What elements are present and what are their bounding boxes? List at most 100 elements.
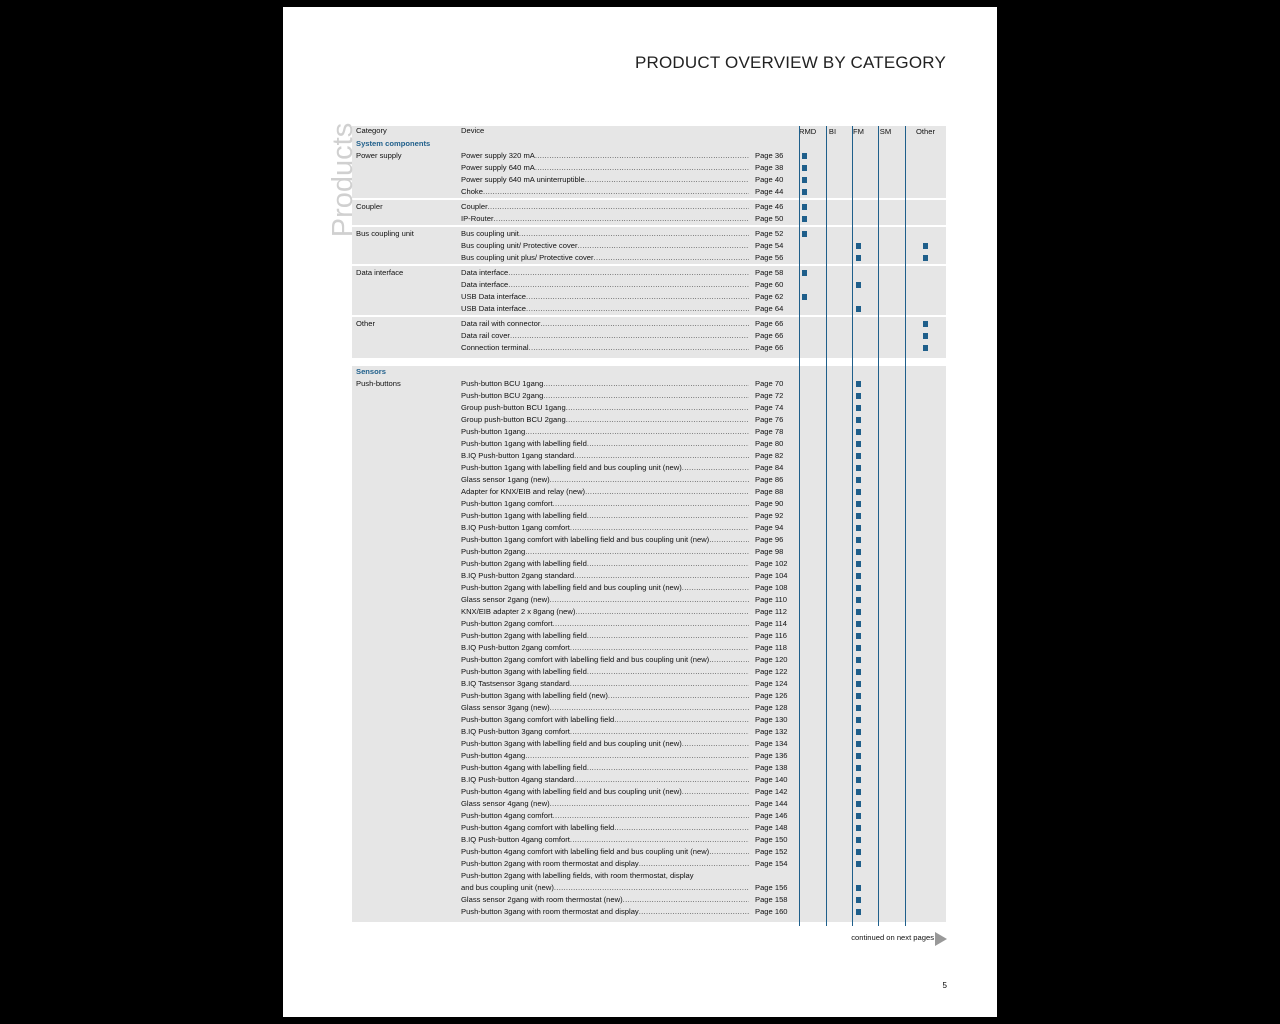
dot-leader: ........................................… <box>493 214 750 223</box>
mark-rmd <box>802 270 807 276</box>
table-row: Push-button 2gang with labelling fields,… <box>352 870 946 882</box>
dot-leader: ........................................… <box>540 319 749 328</box>
dot-leader: ........................................… <box>574 451 749 460</box>
dot-leader: ........................................… <box>552 811 749 820</box>
device-cell: USB Data interface......................… <box>461 303 749 315</box>
category-label: Power supply <box>356 151 402 160</box>
dot-leader: ........................................… <box>569 643 749 652</box>
page-ref: Page 126 <box>755 691 788 700</box>
table-row: Push-button 1gang with labelling field a… <box>352 462 946 474</box>
page-ref: Page 148 <box>755 823 788 832</box>
page-ref: Page 102 <box>755 559 788 568</box>
mark-fm <box>855 897 861 903</box>
page-ref: Page 120 <box>755 655 788 664</box>
device-cell: B.IQ Push-button 2gang comfort..........… <box>461 642 749 654</box>
category-label: Other <box>356 319 375 328</box>
dot-leader: ........................................… <box>508 280 749 289</box>
device-cell: Push-button 4gang.......................… <box>461 750 749 762</box>
mark-fm <box>855 525 861 531</box>
table-row: B.IQ Push-button 2gang comfort..........… <box>352 642 946 654</box>
dot-leader: ........................................… <box>586 559 749 568</box>
page-ref: Page 136 <box>755 751 788 760</box>
table-row: Push-button 4gang comfort with labelling… <box>352 846 946 858</box>
mark-fm <box>855 705 861 711</box>
mark-fm <box>855 657 861 663</box>
mark-fm <box>855 489 861 495</box>
device-name: Push-button 3gang with labelling field <box>461 667 587 676</box>
section-title: Sensors <box>356 367 386 376</box>
table-row: Push-button 3gang with labelling field..… <box>352 666 946 678</box>
device-cell: Glass sensor 4gang (new)................… <box>461 798 749 810</box>
device-name: Glass sensor 2gang with room thermostat … <box>461 895 623 904</box>
section-title-row: System components <box>352 138 946 150</box>
section-title: System components <box>356 139 431 148</box>
dot-leader: ........................................… <box>553 883 749 892</box>
mark-fm <box>855 789 861 795</box>
product-table: Category Device RMD BI FM SM Other System co… <box>352 126 946 926</box>
device-name: Push-button 1gang with labelling field <box>461 439 587 448</box>
page-ref: Page 152 <box>755 847 788 856</box>
table-row: Power supply Power supply 320 mA.........… <box>352 150 946 162</box>
device-cell: Push-button 2gang with room thermostat a… <box>461 858 749 870</box>
device-cell: Data interface..........................… <box>461 267 749 279</box>
dot-leader: ........................................… <box>709 655 749 664</box>
device-name: Push-button BCU 1gang <box>461 379 544 388</box>
table-row: IP-Router...............................… <box>352 213 946 225</box>
device-cell: Push-button 1gang with labelling field a… <box>461 462 749 474</box>
dot-leader: ........................................… <box>518 229 749 238</box>
dot-leader: ........................................… <box>525 427 749 436</box>
page-ref: Page 52 <box>755 229 784 238</box>
mark-fm <box>855 597 861 603</box>
mark-fm <box>855 477 861 483</box>
device-cell: Push-button 2gang with labelling fields,… <box>461 870 749 882</box>
page-ref: Page 94 <box>755 523 784 532</box>
device-name: Push-button 3gang with labelling field a… <box>461 739 682 748</box>
page-ref: Page 46 <box>755 202 784 211</box>
device-cell: B.IQ Push-button 2gang standard.........… <box>461 570 749 582</box>
table-row: Group push-button BCU 1gang.............… <box>352 402 946 414</box>
page-ref: Page 54 <box>755 241 784 250</box>
mark-fm <box>855 243 861 249</box>
page-ref: Page 50 <box>755 214 784 223</box>
table-row: Glass sensor 2gang with room thermostat … <box>352 894 946 906</box>
device-name: USB Data interface <box>461 292 526 301</box>
mark-fm <box>855 741 861 747</box>
mark-fm <box>855 465 861 471</box>
device-name: Push-button 1gang with labelling field <box>461 511 587 520</box>
mark-fm <box>855 777 861 783</box>
column-divider <box>852 126 853 926</box>
table-row: USB Data interface......................… <box>352 291 946 303</box>
device-cell: Push-button 1gang comfort...............… <box>461 498 749 510</box>
page-ref: Page 76 <box>755 415 784 424</box>
mark-fm <box>855 825 861 831</box>
mark-fm <box>855 801 861 807</box>
device-name: Push-button 3gang with labelling field (… <box>461 691 608 700</box>
dot-leader: ........................................… <box>549 595 749 604</box>
category-group: Other Data rail with connector...........… <box>352 315 946 354</box>
mark-fm <box>855 429 861 435</box>
document-page: PRODUCT OVERVIEW BY CATEGORY Products Ca… <box>283 7 997 1017</box>
dot-leader: ........................................… <box>534 151 749 160</box>
device-name: B.IQ Push-button 3gang comfort <box>461 727 570 736</box>
device-cell: Push-button 3gang with room thermostat a… <box>461 906 749 918</box>
table-row: Push-button 1gang comfort with labelling… <box>352 534 946 546</box>
device-name: Push-button 4gang comfort <box>461 811 553 820</box>
column-divider <box>878 126 879 926</box>
device-name: Push-button 2gang with labelling field <box>461 631 587 640</box>
table-row: Push-button 3gang comfort with labelling… <box>352 714 946 726</box>
page-ref: Page 72 <box>755 391 784 400</box>
device-cell: USB Data interface......................… <box>461 291 749 303</box>
dot-leader: ........................................… <box>638 859 749 868</box>
device-name: Data interface <box>461 268 509 277</box>
category-group: Power supply Power supply 320 mA.........… <box>352 150 946 198</box>
page-ref: Page 134 <box>755 739 788 748</box>
dot-leader: ........................................… <box>622 895 749 904</box>
device-cell: B.IQ Push-button 1gang comfort..........… <box>461 522 749 534</box>
device-cell: Push-button 2gang with labelling field a… <box>461 582 749 594</box>
table-row: Push-button 4gang with labelling field a… <box>352 786 946 798</box>
device-name: Adapter for KNX/EIB and relay (new) <box>461 487 586 496</box>
device-name: KNX/EIB adapter 2 x 8gang (new) <box>461 607 576 616</box>
table-row: Push-button 2gang comfort...............… <box>352 618 946 630</box>
device-cell: Push-button 1gang.......................… <box>461 426 749 438</box>
device-cell: Push-button 1gang comfort with labelling… <box>461 534 749 546</box>
